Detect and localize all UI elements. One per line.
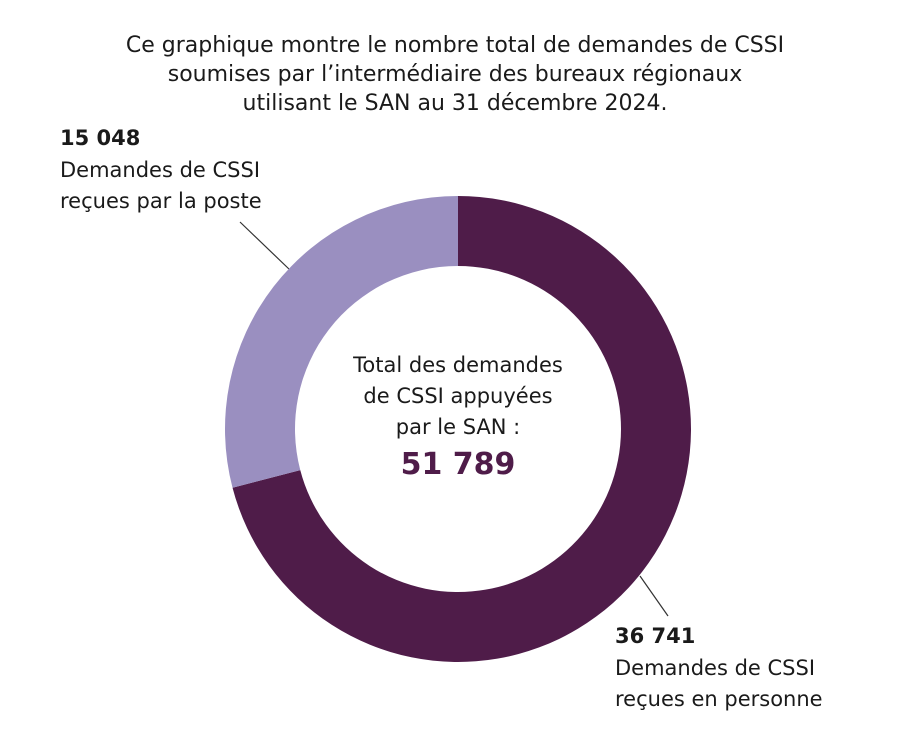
category-label: reçues en personne bbox=[615, 687, 823, 711]
chart-title: Ce graphique montre le nombre total de d… bbox=[126, 33, 784, 58]
center-label: par le SAN : bbox=[396, 415, 520, 439]
total-value: 51 789 bbox=[401, 447, 516, 482]
leader-line bbox=[239, 221, 291, 271]
center-label: Total des demandes bbox=[352, 353, 563, 377]
leader-line bbox=[639, 575, 669, 617]
category-label: Demandes de CSSI bbox=[60, 158, 260, 182]
chart-title: utilisant le SAN au 31 décembre 2024. bbox=[243, 91, 668, 116]
category-label: Demandes de CSSI bbox=[615, 656, 815, 680]
category-label: reçues par la poste bbox=[60, 189, 262, 213]
value-label: 36 741 bbox=[615, 624, 695, 648]
chart-title: soumises par l’intermédiaire des bureaux… bbox=[168, 62, 742, 87]
donut-segment bbox=[225, 196, 458, 488]
center-label: de CSSI appuyées bbox=[363, 384, 552, 408]
value-label: 15 048 bbox=[60, 126, 140, 150]
donut-segment bbox=[232, 196, 692, 662]
